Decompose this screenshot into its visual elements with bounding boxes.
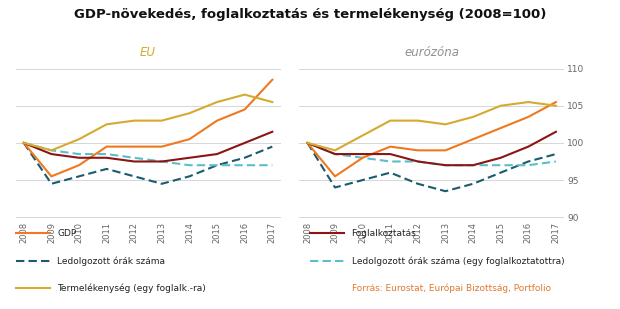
Text: EU: EU — [140, 46, 156, 59]
Text: Ledolgozott órák száma: Ledolgozott órák száma — [57, 256, 165, 266]
Text: GDP-növekedés, foglalkoztatás és termelékenység (2008=100): GDP-növekedés, foglalkoztatás és termelé… — [74, 8, 546, 21]
Text: Forrás: Eurostat, Európai Bizottság, Portfolio: Forrás: Eurostat, Európai Bizottság, Por… — [352, 283, 551, 293]
Text: Foglalkoztatás: Foglalkoztatás — [352, 229, 416, 238]
Text: GDP: GDP — [57, 229, 76, 238]
Text: eurózóna: eurózóna — [404, 46, 459, 59]
Text: Termelékenység (egy foglalk.-ra): Termelékenység (egy foglalk.-ra) — [57, 283, 206, 293]
Text: Ledolgozott órák száma (egy foglalkoztatottra): Ledolgozott órák száma (egy foglalkoztat… — [352, 256, 564, 266]
